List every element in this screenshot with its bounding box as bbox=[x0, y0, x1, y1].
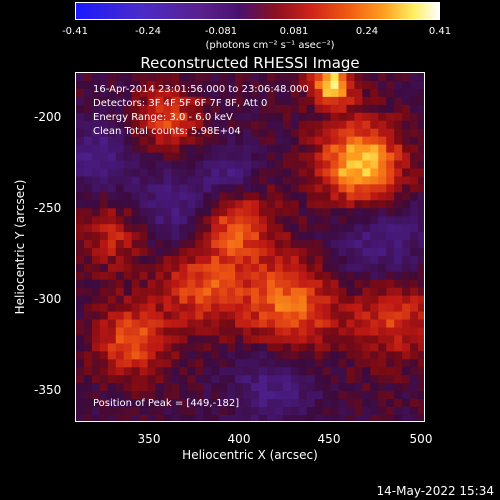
y-axis-label: Heliocentric Y (arcsec) bbox=[13, 179, 27, 315]
info-detectors: Detectors: 3F 4F 5F 6F 7F 8F, Att 0 bbox=[93, 98, 268, 109]
y-tick-label: -350 bbox=[34, 383, 62, 397]
image-plot bbox=[75, 72, 425, 422]
y-tick-label: -200 bbox=[34, 110, 62, 124]
info-peak: Position of Peak = [449,-182] bbox=[93, 398, 240, 409]
x-tick-label: 500 bbox=[409, 432, 433, 446]
colorbar-tick: 0.41 bbox=[428, 26, 452, 37]
plot-title: Reconstructed RHESSI Image bbox=[140, 54, 360, 72]
heatmap bbox=[76, 73, 424, 421]
info-time-range: 16-Apr-2014 23:01:56.000 to 23:06:48.000 bbox=[93, 84, 309, 95]
x-tick-label: 350 bbox=[137, 432, 161, 446]
colorbar-tick: -0.24 bbox=[135, 26, 161, 37]
colorbar-units: (photons cm⁻² s⁻¹ asec⁻²) bbox=[205, 40, 335, 51]
x-tick-label: 450 bbox=[317, 432, 341, 446]
footer-timestamp: 14-May-2022 15:34 bbox=[376, 484, 494, 498]
info-clean: Clean Total counts: 5.98E+04 bbox=[93, 126, 241, 137]
colorbar bbox=[75, 2, 440, 20]
x-axis-label: Heliocentric X (arcsec) bbox=[182, 448, 318, 462]
y-tick-label: -250 bbox=[34, 201, 62, 215]
colorbar-tick: 0.24 bbox=[355, 26, 379, 37]
colorbar-tick: -0.081 bbox=[204, 26, 238, 37]
y-tick-label: -300 bbox=[34, 292, 62, 306]
x-tick-label: 400 bbox=[227, 432, 251, 446]
colorbar-tick: -0.41 bbox=[62, 26, 88, 37]
info-energy: Energy Range: 3.0 - 6.0 keV bbox=[93, 112, 233, 123]
colorbar-tick: 0.081 bbox=[279, 26, 309, 37]
